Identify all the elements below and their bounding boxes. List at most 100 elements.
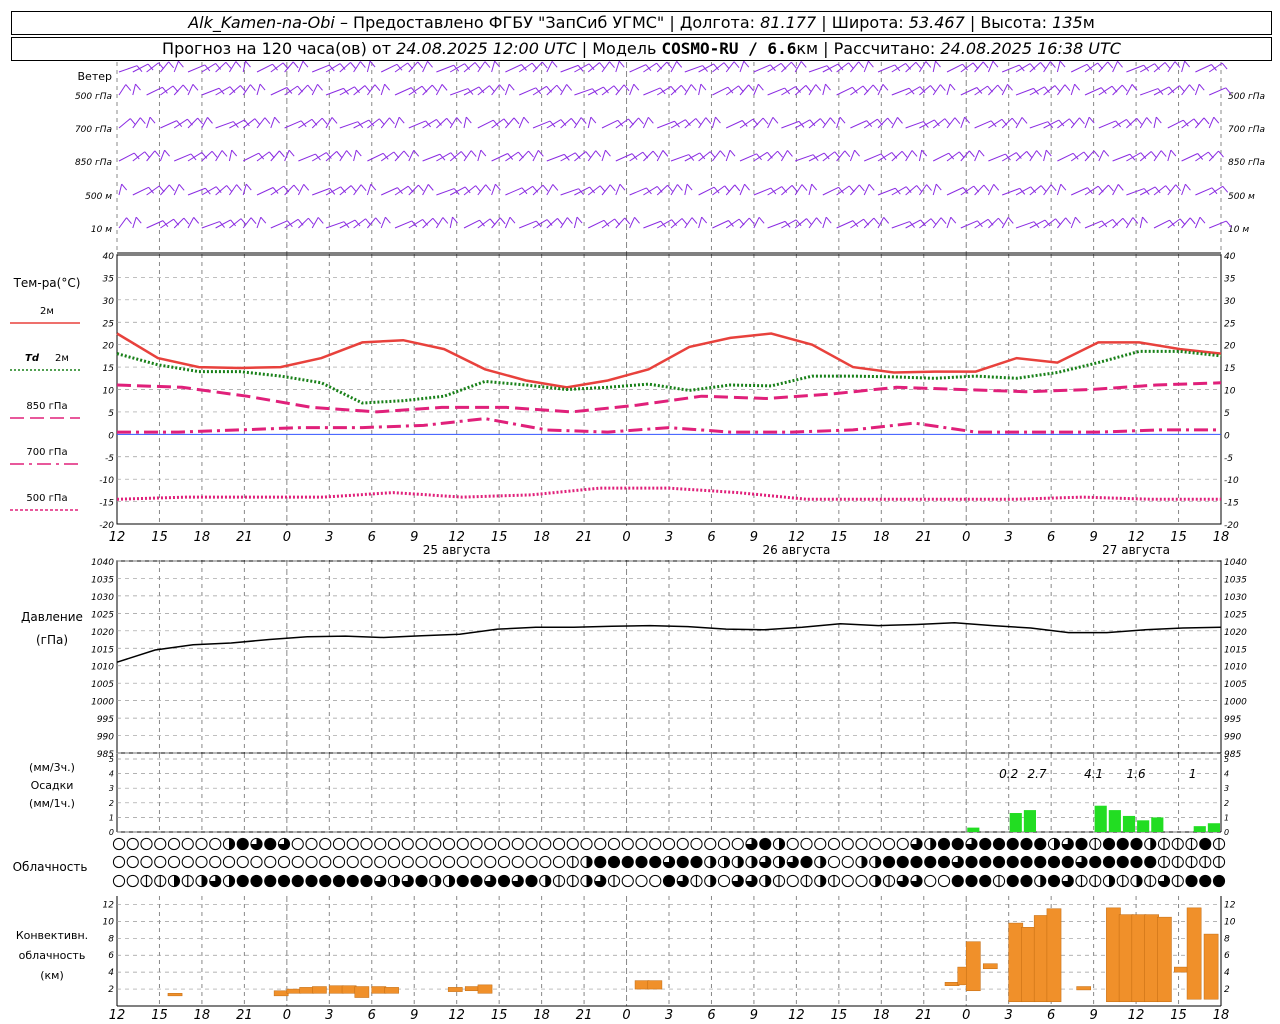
wind-barb-flag [183, 217, 190, 225]
cloud-symbol [649, 874, 662, 888]
cloud-symbol [690, 837, 703, 851]
cloud-symbol-fill [1020, 875, 1033, 887]
wind-barb-flag [926, 184, 932, 191]
wind-barb [463, 86, 480, 96]
conv-bar [1203, 933, 1219, 1000]
wind-barb [449, 151, 462, 162]
wind-barb-flag [182, 84, 189, 92]
wind-barb [1070, 151, 1085, 162]
wind-barb [946, 117, 956, 129]
cloud-symbol-half [751, 856, 758, 868]
cloud-symbol-fill [1075, 838, 1088, 850]
wind-barb [298, 84, 309, 96]
cloud-symbol [621, 874, 634, 888]
legend-l700-label: 700 гПа [26, 447, 67, 458]
cloud-symbol [882, 837, 896, 851]
wind-barb-flag [978, 149, 985, 157]
cloud-symbol-half [875, 856, 881, 868]
wind-barb-flag [1189, 217, 1196, 225]
wind-barb-flag [154, 150, 161, 158]
wind-barb [725, 150, 731, 162]
wind-barb [201, 186, 217, 196]
wind-barb [449, 216, 453, 229]
wind-barb [656, 86, 672, 96]
wind-barb [863, 184, 870, 196]
precip-bar [1108, 810, 1121, 832]
wind-barb-flag [811, 183, 818, 191]
wind-barb [643, 186, 658, 196]
wind-barb [1126, 152, 1142, 162]
x-tick-label-bottom: 3 [1005, 1008, 1013, 1023]
precip-unit-top: (мм/3ч.) [29, 761, 75, 774]
cloud-symbol-three-quarter [952, 856, 964, 868]
cloud-symbol-fill [1117, 838, 1129, 850]
wind-barb [477, 85, 490, 96]
wind-barb [1098, 61, 1109, 73]
wind-barb-flag [300, 120, 307, 128]
wind-barb [601, 119, 619, 129]
wind-barb [615, 84, 625, 96]
wind-barb [1029, 219, 1046, 229]
wind-barb [353, 85, 366, 96]
x-tick-label-bottom: 21 [915, 1008, 932, 1023]
wind-barb [449, 63, 465, 73]
wind-barb-flag [396, 64, 403, 71]
wind-barb-flag [681, 218, 688, 225]
wind-barb [1070, 63, 1088, 73]
temp-ytick-left: -5 [105, 454, 114, 464]
wind-barb [201, 150, 213, 162]
wind-barb-flag [427, 60, 433, 68]
wind-barb-flag [485, 184, 492, 192]
wind-barb [1084, 220, 1103, 229]
precip-ytick-left: 0 [109, 828, 114, 837]
wind-barb-flag [478, 86, 485, 94]
conv-ytick-right: 2 [1224, 985, 1230, 995]
wind-barb-flag [631, 153, 638, 160]
wind-barb-flag [666, 61, 673, 69]
x-tick-label-bottom: 12 [448, 1008, 465, 1023]
precip-bar [1193, 826, 1206, 832]
wind-barb [905, 219, 921, 229]
cloud-symbol-fill [979, 875, 991, 887]
wind-barb [422, 84, 433, 96]
wind-barb-flag [484, 61, 491, 68]
cloud-symbol-half [1109, 875, 1115, 887]
cloud-symbol [209, 837, 222, 851]
wind-barb-flag [1030, 186, 1037, 194]
wind-barb-flag [1185, 183, 1191, 191]
wind-barb [587, 86, 604, 96]
wind-barb [1098, 120, 1116, 129]
wind-barb-flag [221, 150, 228, 157]
wind-barb-flag [350, 185, 357, 192]
wind-barb [1002, 64, 1020, 73]
x-tick-label: 18 [873, 530, 890, 545]
wind-barb [601, 149, 606, 162]
wind-barb-flag [307, 84, 314, 92]
x-tick-label-bottom: 12 [109, 1008, 126, 1023]
wind-barb-flag [1189, 84, 1195, 92]
cloud-symbol [704, 837, 717, 851]
wind-level-label-left: 850 гПа [75, 158, 112, 168]
wind-barb-flag [595, 150, 602, 157]
cloud-symbol-half [779, 838, 785, 850]
wind-barb [1139, 151, 1152, 162]
wind-barb-flag [787, 150, 793, 157]
cloud-symbol-fill [1007, 838, 1019, 850]
wind-barb-flag [450, 152, 457, 160]
wind-barb-flag [355, 149, 362, 157]
wind-barb [311, 84, 318, 96]
wind-barb-flag [279, 150, 285, 158]
wind-barb [587, 185, 601, 196]
wind-barb-flag [403, 150, 410, 158]
cloud-symbol [140, 855, 153, 869]
wind-barb-flag [368, 119, 375, 127]
wind-barb-flag [250, 217, 257, 225]
cloud-symbol-fill [1034, 856, 1046, 868]
wind-barb-flag [777, 150, 783, 158]
wind-barb-flag [1175, 184, 1182, 192]
cloud-symbol-three-quarter [512, 875, 524, 887]
cloud-ylabel: Облачность [13, 860, 88, 874]
wind-barb-flag [350, 62, 356, 69]
wind-barb [781, 185, 793, 196]
